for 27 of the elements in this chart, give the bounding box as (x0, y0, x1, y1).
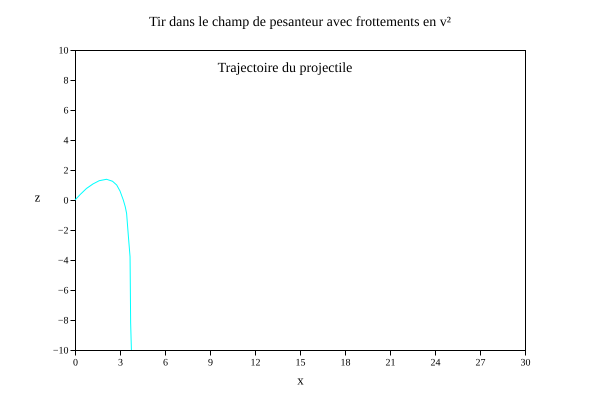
y-tick-label: 4 (64, 136, 68, 146)
x-tick-label: 12 (250, 358, 260, 368)
y-tick-label: −8 (58, 316, 68, 326)
y-tick-label: −2 (58, 226, 68, 236)
y-tick-label: 0 (64, 196, 68, 206)
x-tick-label: 9 (208, 358, 213, 368)
x-tick-label: 3 (118, 358, 123, 368)
chart-title: Tir dans le champ de pesanteur avec frottements en v² (149, 15, 451, 30)
line-series (74, 178, 132, 350)
x-tick-label: 21 (386, 358, 396, 368)
x-tick-label: 30 (520, 358, 530, 368)
y-tick-label: 10 (58, 46, 68, 56)
x-tick-label: 24 (430, 358, 440, 368)
x-tick-label: 15 (296, 358, 306, 368)
x-axis-title: x (297, 372, 304, 388)
y-tick-label: 8 (64, 76, 68, 86)
y-tick-label: 6 (64, 106, 68, 116)
y-tick-label: 2 (64, 166, 68, 176)
y-tick-label: −10 (52, 346, 68, 356)
y-axis-title: z (34, 190, 41, 204)
annotation: Trajectoire du projectile (218, 61, 352, 76)
x-tick-label: 27 (476, 358, 486, 368)
x-tick-label: 18 (340, 358, 350, 368)
y-tick-label: −4 (58, 256, 68, 266)
y-tick-label: −6 (58, 286, 68, 296)
x-tick-label: 0 (73, 358, 78, 368)
x-tick-label: 6 (163, 358, 168, 368)
